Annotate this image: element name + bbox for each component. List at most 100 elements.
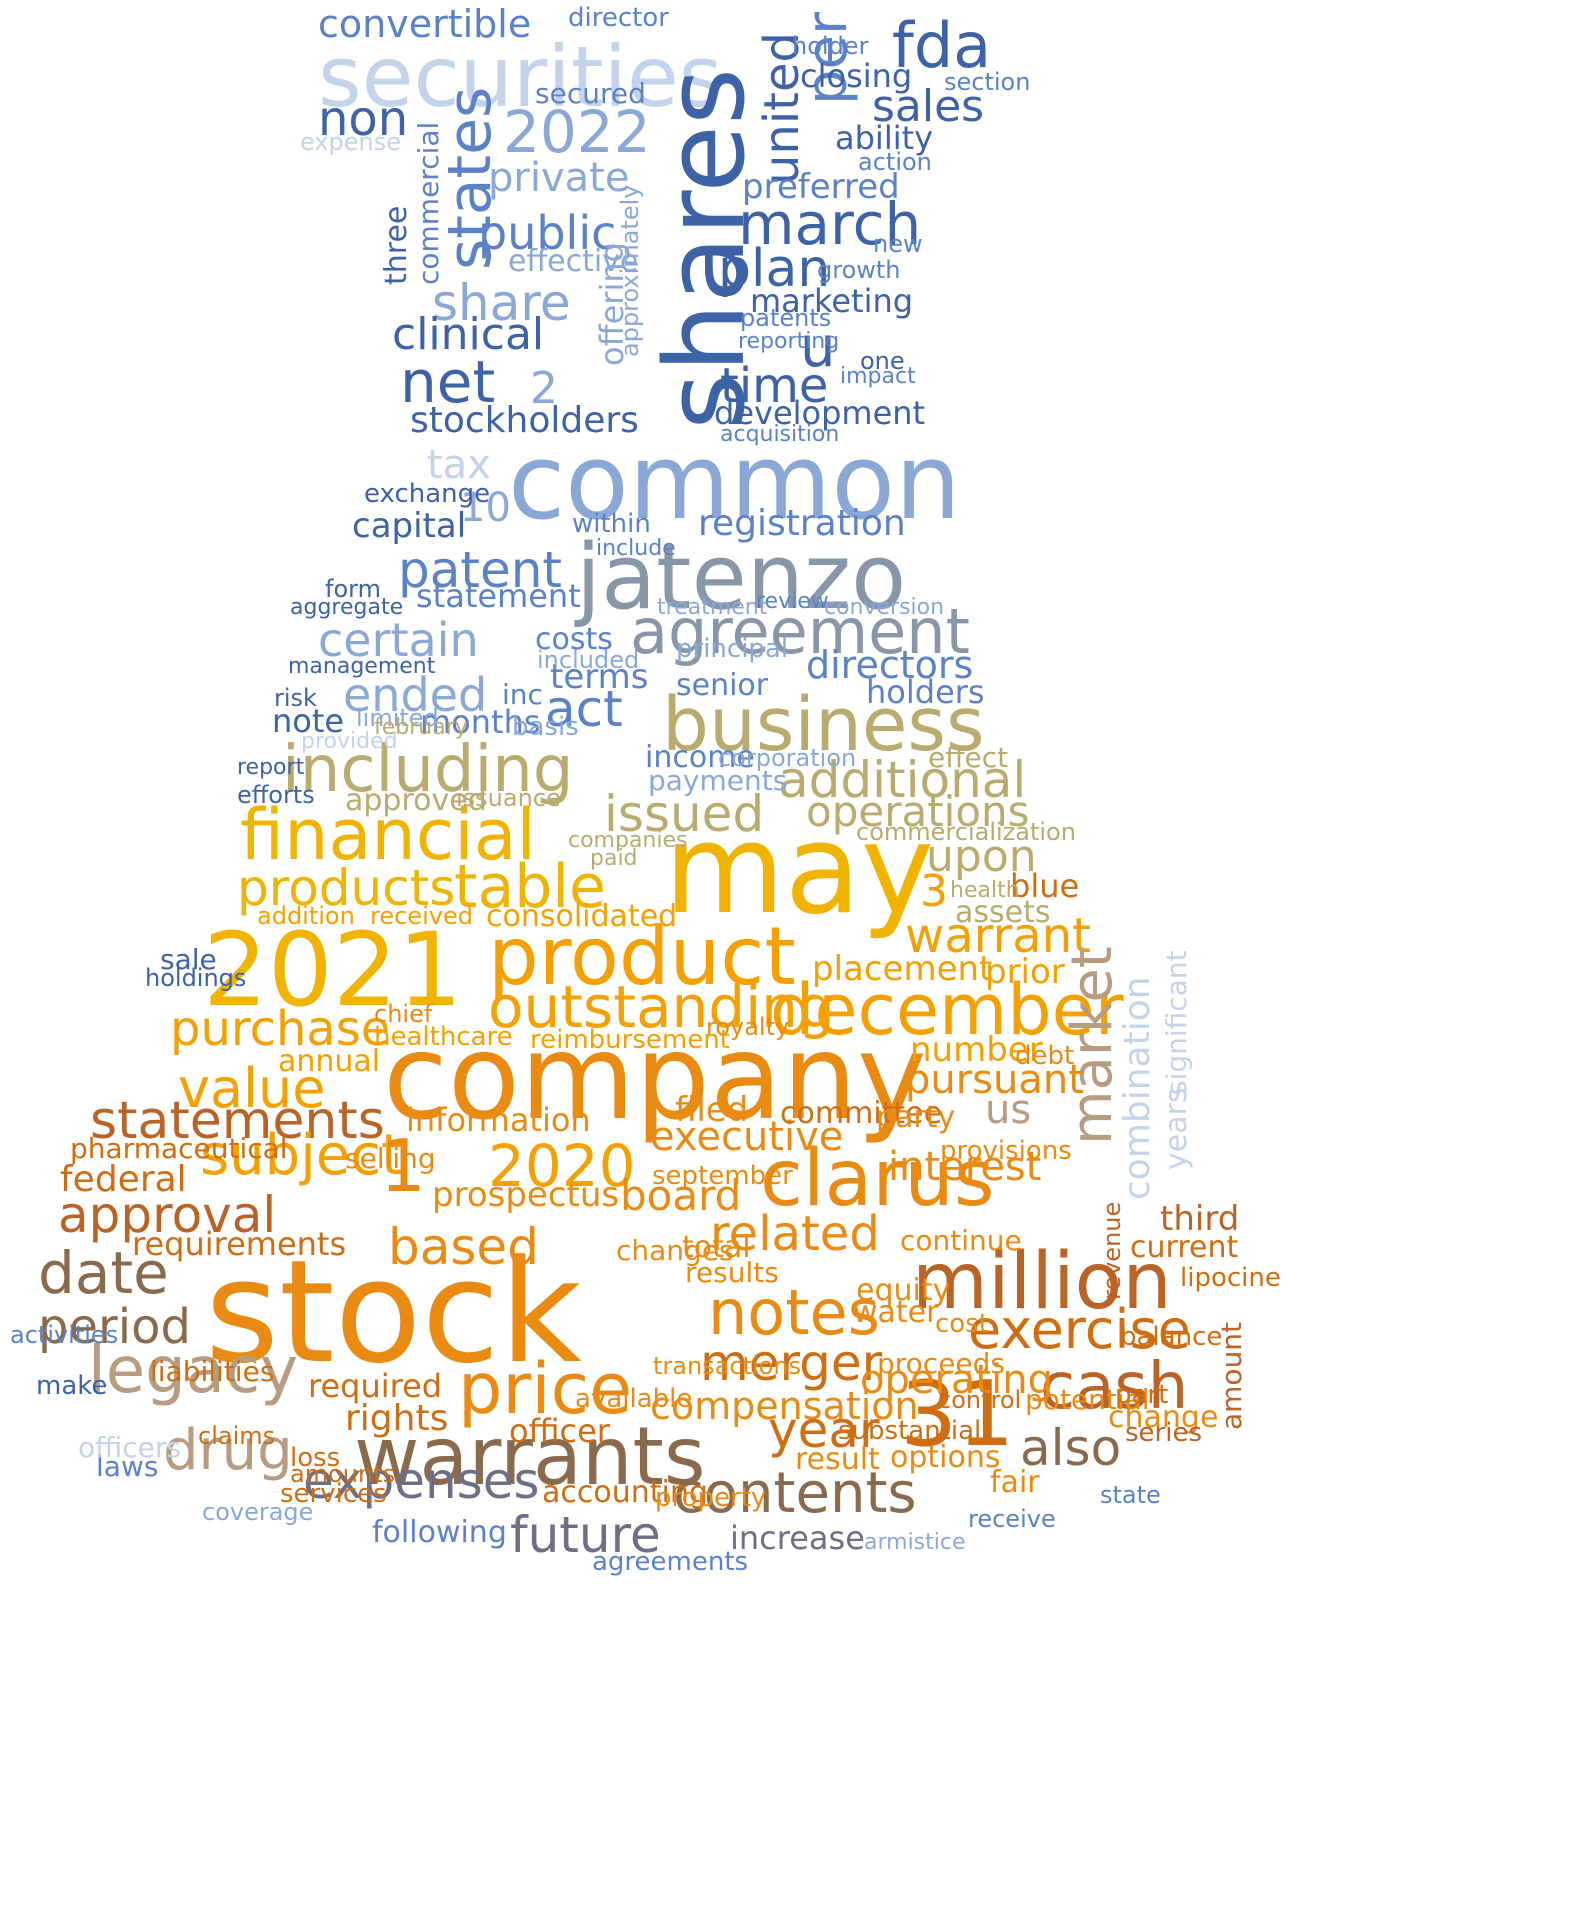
word-64: also (1020, 1419, 1122, 1477)
word-89: required (308, 1367, 443, 1405)
word-220: activities (10, 1321, 119, 1349)
word-16: common (508, 421, 961, 543)
word-131: cost (935, 1309, 989, 1339)
word-183: february (374, 715, 468, 740)
word-126: result (795, 1442, 880, 1477)
word-212: part (1115, 1380, 1169, 1410)
word-163: director (568, 3, 669, 33)
word-24: directors (806, 643, 974, 687)
word-141: officers (78, 1431, 181, 1464)
word-180: included (537, 646, 640, 674)
word-194: health (950, 878, 1020, 903)
word-73: u (800, 315, 836, 380)
word-72: 2 (530, 363, 558, 414)
word-168: growth (817, 256, 901, 284)
word-113: prior (985, 952, 1065, 992)
word-35: warrant (905, 908, 1091, 964)
word-175: include (596, 536, 676, 561)
word-152: form (325, 575, 381, 603)
word-142: claims (198, 1422, 276, 1450)
word-103: senior (676, 668, 769, 703)
word-29: operations (806, 787, 1030, 836)
word-125: options (890, 1440, 1001, 1475)
word-79: 3 (920, 866, 948, 917)
word-28: issued (604, 785, 765, 843)
word-71: 10 (460, 485, 511, 531)
word-98: stockholders (410, 400, 639, 441)
word-202: selling (345, 1142, 436, 1175)
word-118: party (876, 1100, 956, 1135)
word-213: control (938, 1386, 1022, 1414)
word-82: operating (860, 1357, 1053, 1403)
word-151: costs (535, 622, 613, 657)
word-189: issuance (456, 784, 561, 812)
word-19: certain (318, 613, 479, 667)
word-198: reimbursement (530, 1025, 730, 1055)
word-106: terms (550, 657, 649, 697)
word-207: changes (616, 1234, 734, 1267)
word-38: purchase (170, 1001, 391, 1057)
word-31: products (237, 859, 456, 917)
word-41: statements (90, 1091, 385, 1151)
word-23: ended (343, 668, 488, 722)
word-63: expenses (303, 1452, 540, 1510)
word-5: 2022 (503, 98, 651, 166)
word-110: payments (648, 764, 788, 797)
word-39: company (383, 1008, 927, 1146)
word-107: note (272, 702, 345, 740)
word-215: services (280, 1479, 387, 1509)
word-97: development (714, 394, 926, 432)
word-86: consolidated (486, 899, 678, 934)
word-123: fair (990, 1465, 1040, 1500)
word-129: agreements (592, 1547, 749, 1577)
word-88: officer (509, 1412, 610, 1450)
word-174: within (572, 509, 651, 539)
word-65: year (768, 1401, 880, 1459)
word-60: drug (163, 1418, 293, 1483)
word-77: upon (926, 831, 1037, 882)
word-204: available (575, 1384, 693, 1414)
word-7: convertible (318, 2, 532, 46)
word-12: share (432, 274, 571, 332)
word-155: risk (274, 684, 317, 712)
word-172: impact (840, 364, 916, 389)
word-210: potential (1025, 1383, 1150, 1416)
word-61: contents (673, 1461, 917, 1526)
word-59: warrants (354, 1410, 706, 1503)
word-120: current (1130, 1230, 1239, 1265)
word-196: royalty (706, 1013, 790, 1041)
word-52: period (38, 1299, 191, 1355)
word-96: ability (835, 119, 934, 157)
word-138: pharmaceutical (70, 1132, 288, 1165)
word-135: revenue (1098, 1201, 1126, 1300)
word-117: committee (780, 1096, 943, 1131)
word-217: amounts (290, 1460, 396, 1488)
word-157: three (379, 205, 414, 285)
word-94: preferred (742, 167, 900, 207)
word-109: approved (345, 783, 487, 818)
word-127: increase (730, 1519, 865, 1557)
word-49: million (912, 1237, 1172, 1327)
word-18: agreement (630, 595, 970, 668)
word-83: interest (888, 1144, 1042, 1190)
word-169: patents (740, 304, 832, 332)
word-201: provisions (940, 1136, 1072, 1166)
word-193: received (370, 902, 473, 930)
word-10: public (478, 206, 617, 260)
word-137: liabilities (150, 1355, 275, 1388)
word-95: closing (800, 57, 913, 95)
word-199: chief (374, 1000, 433, 1028)
word-108: income (645, 740, 755, 775)
word-197: healthcare (374, 1022, 513, 1052)
word-132: years (1159, 1087, 1194, 1170)
word-216: property (655, 1483, 767, 1513)
word-130: water (853, 1295, 939, 1330)
word-101: capital (352, 506, 467, 546)
word-208: continue (900, 1224, 1022, 1257)
word-34: product (488, 910, 796, 1003)
word-51: legacy (88, 1334, 299, 1408)
word-50: stock (205, 1230, 582, 1395)
word-66: board (620, 1171, 742, 1220)
word-192: addition (257, 902, 355, 930)
